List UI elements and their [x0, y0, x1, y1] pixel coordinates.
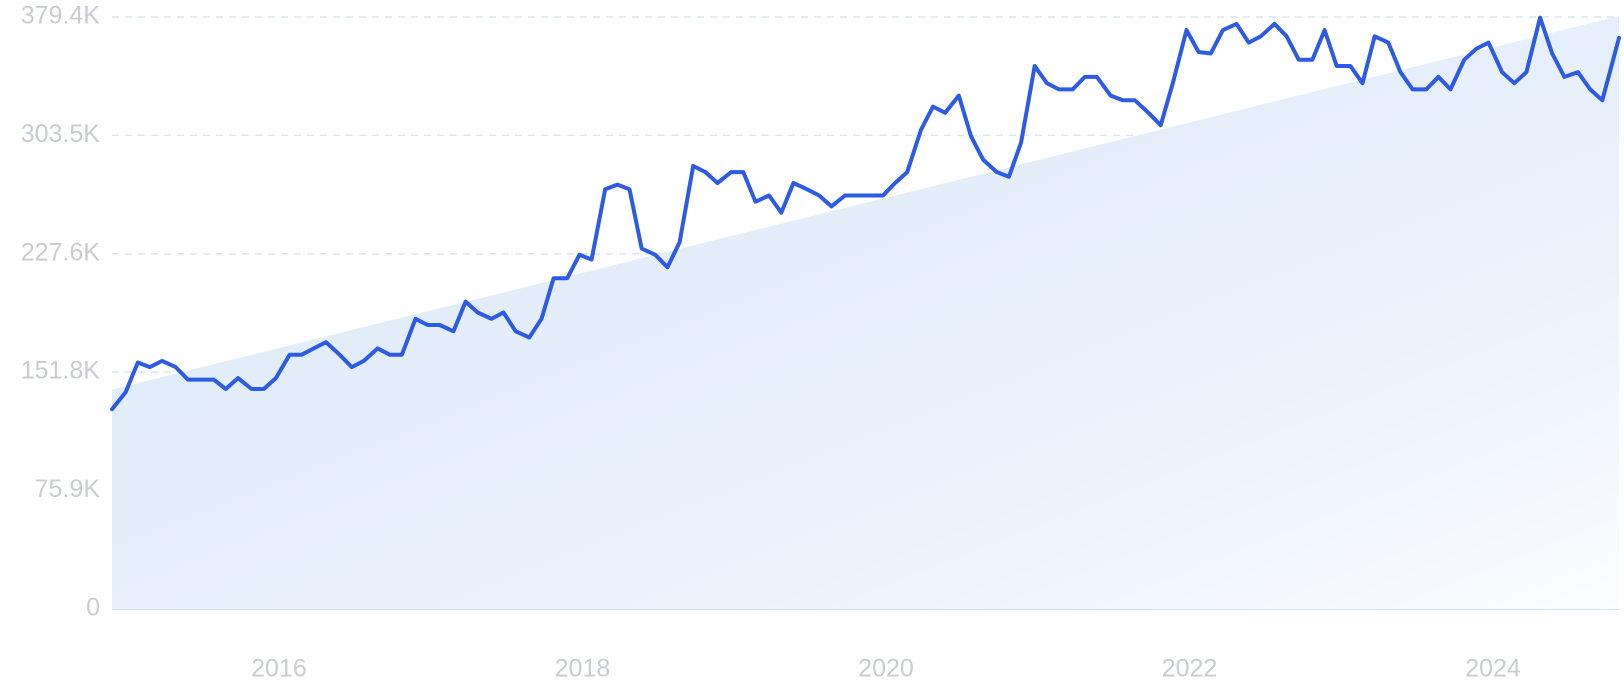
x-tick-label: 2018 — [555, 655, 611, 683]
y-tick-label: 227.6K — [21, 238, 101, 266]
series-line-0 — [110, 15, 1621, 412]
x-tick-label: 2022 — [1162, 655, 1218, 683]
y-tick-label: 303.5K — [21, 120, 101, 148]
series-layer — [110, 15, 1621, 412]
y-tick-label: 151.8K — [21, 357, 101, 385]
y-tick-label: 379.4K — [21, 2, 101, 30]
x-tick-label: 2016 — [251, 655, 307, 683]
y-tick-label: 0 — [86, 594, 100, 622]
x-tick-label: 2020 — [858, 655, 914, 683]
trend-area — [112, 16, 1619, 610]
y-axis: 0 75.9K 151.8K 227.6K 303.5K 379.4K — [21, 2, 101, 622]
y-tick-label: 75.9K — [35, 475, 101, 503]
x-tick-label: 2024 — [1465, 655, 1521, 683]
x-axis: 2016 2018 2020 2022 2024 — [251, 655, 1521, 683]
trend-area-fill — [112, 16, 1619, 610]
